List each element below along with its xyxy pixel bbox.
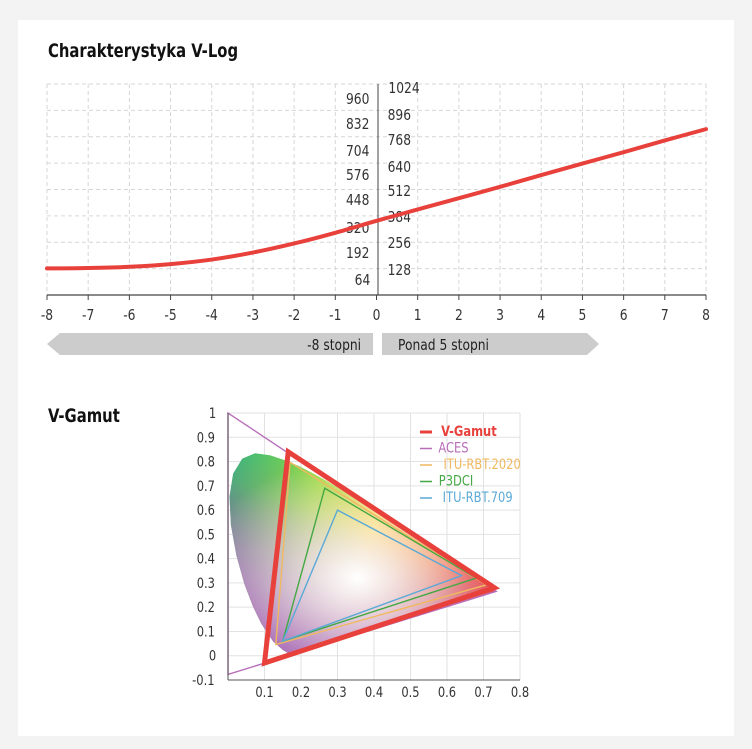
y-right-tick-label: 896 (388, 107, 411, 124)
x-tick-label: -6 (123, 307, 135, 324)
y-left-tick-label: 960 (346, 91, 369, 108)
x-tick-label: -5 (164, 307, 176, 324)
x-tick-label: 3 (496, 307, 504, 324)
x-tick-label: 7 (661, 307, 669, 324)
cie-locus-white (229, 453, 497, 655)
vlog-title: Charakterystyka V-Log (48, 40, 239, 62)
x-tick-label: 0.7 (474, 685, 492, 701)
x-tick-label: -8 (41, 307, 53, 324)
x-tick-label: 0.4 (365, 685, 383, 701)
x-tick-label: 0.5 (401, 685, 419, 701)
x-tick-label: -7 (82, 307, 94, 324)
y-right-tick-label: 128 (388, 262, 411, 279)
y-left-tick-label: 576 (346, 167, 369, 184)
arrow-right-label: Ponad 5 stopni (398, 337, 489, 354)
x-tick-label: 2 (455, 307, 463, 324)
x-tick-label: 0.1 (255, 685, 273, 701)
x-tick-label: -3 (247, 307, 259, 324)
x-tick-label: 6 (620, 307, 628, 324)
x-tick-label: 1 (414, 307, 422, 324)
arrow-left-label: -8 stopni (307, 337, 361, 354)
y-tick-label: 0.8 (197, 455, 215, 471)
gamut-p3dci (281, 487, 478, 643)
x-tick-label: 0.3 (328, 685, 346, 701)
x-tick-label: 0.8 (511, 685, 529, 701)
y-tick-label: 1 (209, 406, 216, 422)
y-tick-label: 0.2 (197, 600, 215, 616)
y-tick-label: 0 (209, 649, 216, 665)
x-tick-label: 8 (702, 307, 710, 324)
vlog-grid (46, 83, 707, 296)
y-right-tick-label: 640 (388, 159, 411, 176)
vlog-chart: -8 -7 -6 -5 -4 -3 -2 -1 0 1 2 3 4 5 6 7 8 960 832 704 576 448… (41, 80, 710, 355)
legend-label: V-Gamut (441, 424, 497, 440)
y-left-tick-label: 448 (346, 192, 369, 209)
y-left-tick-label: 704 (346, 143, 369, 160)
arrow-left-shape (47, 333, 373, 355)
x-tick-label: 0.6 (438, 685, 456, 701)
y-right-tick-label: 768 (388, 132, 411, 149)
gamut-itu-rbt-709 (281, 509, 464, 643)
x-tick-label: -4 (206, 307, 218, 324)
y-left-tick-label: 192 (346, 245, 369, 262)
x-tick-label: 0.2 (292, 685, 310, 701)
gamut-v-gamut (261, 447, 501, 667)
x-tick-label: -1 (329, 307, 341, 324)
y-left-tick-label: 64 (355, 272, 371, 289)
legend-label: ACES (438, 440, 468, 456)
legend-label: ITU-RBT.2020 (443, 457, 520, 473)
vlog-curve-line (45, 127, 708, 271)
arrow-right-shape (382, 333, 599, 355)
y-tick-label: 0.5 (197, 527, 215, 543)
y-tick-label: 0.4 (197, 552, 215, 568)
y-tick-label: -0.1 (192, 673, 214, 689)
vgamut-title: V-Gamut (48, 405, 120, 427)
y-left-tick-label: 832 (346, 116, 369, 133)
y-right-tick-label: 256 (388, 235, 411, 252)
x-tick-label: 5 (579, 307, 587, 324)
y-tick-label: 0.3 (197, 576, 215, 592)
gamut-itu-rbt-2020 (275, 461, 489, 646)
legend-label: P3DCI (439, 473, 473, 489)
x-tick-label: 4 (537, 307, 545, 324)
legend-label: ITU-RBT.709 (443, 490, 513, 506)
y-right-tick-label: 1024 (388, 80, 419, 97)
y-tick-label: 0.7 (197, 479, 215, 495)
y-tick-label: 0.1 (197, 624, 215, 640)
x-tick-label: -2 (288, 307, 300, 324)
y-tick-label: 0.9 (197, 430, 215, 446)
x-tick-label: 0 (373, 307, 381, 324)
y-tick-label: 0.6 (197, 503, 215, 519)
y-right-tick-label: 512 (388, 183, 411, 200)
